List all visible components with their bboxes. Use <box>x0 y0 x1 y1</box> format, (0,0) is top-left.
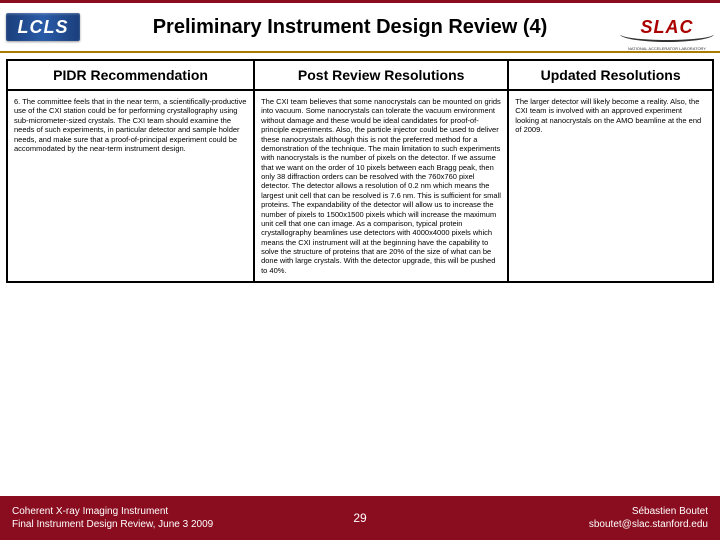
resolution-table: PIDR Recommendation Post Review Resoluti… <box>6 59 714 283</box>
table-header-row: PIDR Recommendation Post Review Resoluti… <box>7 60 713 90</box>
slac-logo-arc <box>620 34 714 42</box>
footer-review: Final Instrument Design Review, June 3 2… <box>12 518 330 531</box>
footer-page-number: 29 <box>330 511 390 525</box>
footer-instrument: Coherent X-ray Imaging Instrument <box>12 505 330 518</box>
footer-author: Sébastien Boutet <box>390 505 708 518</box>
col-header-post: Post Review Resolutions <box>254 60 508 90</box>
footer-email: sboutet@slac.stanford.edu <box>390 518 708 531</box>
slac-logo-subtext: NATIONAL ACCELERATOR LABORATORY <box>620 46 714 51</box>
footer: Coherent X-ray Imaging Instrument Final … <box>0 496 720 540</box>
lcls-logo: LCLS <box>6 13 80 41</box>
slide: LCLS Preliminary Instrument Design Revie… <box>0 0 720 540</box>
col-header-updated: Updated Resolutions <box>508 60 713 90</box>
header: LCLS Preliminary Instrument Design Revie… <box>0 3 720 51</box>
footer-right: Sébastien Boutet sboutet@slac.stanford.e… <box>390 505 708 531</box>
cell-updated: The larger detector will likely become a… <box>508 90 713 282</box>
cell-post: The CXI team believes that some nanocrys… <box>254 90 508 282</box>
cell-pidr: 6. The committee feels that in the near … <box>7 90 254 282</box>
col-header-pidr: PIDR Recommendation <box>7 60 254 90</box>
slac-logo: SLAC NATIONAL ACCELERATOR LABORATORY <box>620 13 714 41</box>
table-row: 6. The committee feels that in the near … <box>7 90 713 282</box>
page-title: Preliminary Instrument Design Review (4) <box>80 16 620 39</box>
body: PIDR Recommendation Post Review Resoluti… <box>0 53 720 496</box>
footer-left: Coherent X-ray Imaging Instrument Final … <box>12 505 330 531</box>
